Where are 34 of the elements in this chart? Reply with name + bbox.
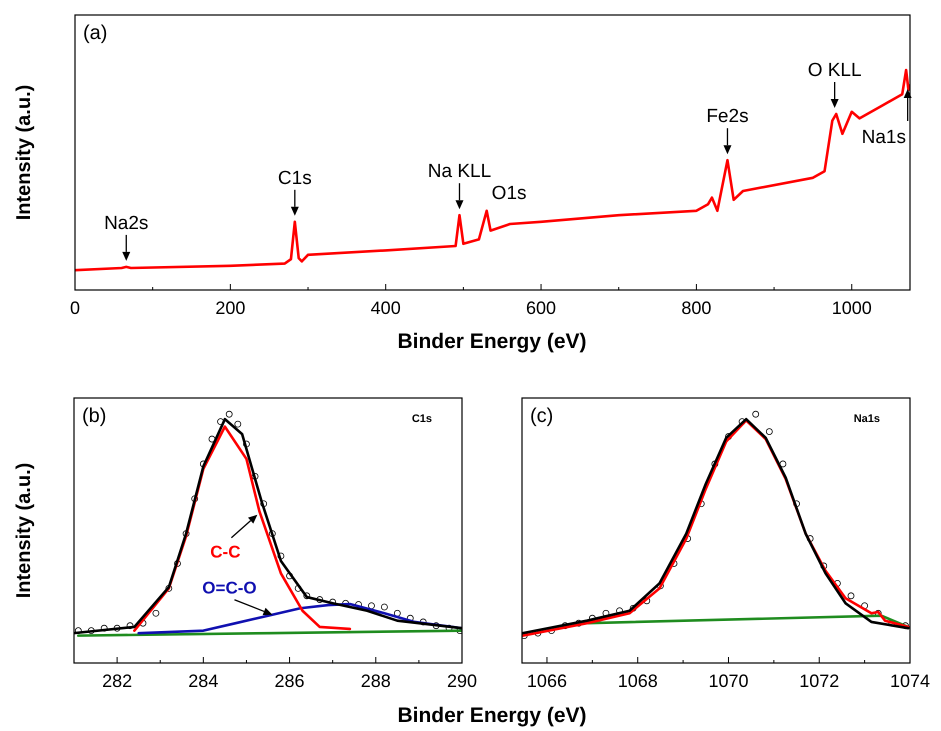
annotation: Na1s — [862, 127, 906, 148]
chart-title: (b) — [82, 405, 106, 427]
x-tick-label: 282 — [102, 671, 132, 691]
x-tick-label: 290 — [446, 671, 478, 691]
annotation: O1s — [492, 182, 527, 204]
x-axis-title: Binder Energy (eV) — [397, 704, 587, 727]
x-tick-label: 1072 — [799, 671, 840, 691]
x-tick-label: 288 — [360, 671, 391, 691]
x-tick-label: 1070 — [708, 671, 749, 691]
x-tick-label: 800 — [681, 298, 712, 318]
x-axis-title: Binder Energy (eV) — [397, 330, 587, 353]
x-tick-label: 284 — [188, 671, 218, 691]
annotation: C1s — [278, 168, 312, 189]
annotation: O KLL — [808, 60, 862, 81]
x-tick-label: 1068 — [618, 671, 658, 691]
x-tick-label: 200 — [215, 298, 246, 318]
y-axis-title: Intensity (a.u.) — [13, 84, 35, 220]
annotation: O=C-O — [202, 578, 257, 598]
chart-subtitle: Na1s — [854, 413, 880, 425]
x-tick-label: 286 — [274, 671, 305, 691]
annotation: C-C — [210, 542, 240, 562]
x-tick-label: 400 — [370, 298, 401, 318]
annotation: Na KLL — [428, 161, 492, 182]
x-tick-label: 1000 — [832, 298, 872, 318]
x-tick-label: 1074 — [890, 671, 930, 691]
chart-title: (c) — [530, 405, 554, 427]
y-axis-title: Intensity (a.u.) — [13, 462, 35, 598]
annotation: Na2s — [104, 212, 148, 234]
chart-title: (a) — [83, 22, 108, 44]
chart-subtitle: C1s — [412, 413, 432, 425]
x-tick-label: 600 — [526, 298, 556, 318]
x-tick-label: 0 — [70, 298, 80, 318]
annotation: Fe2s — [706, 106, 749, 128]
x-tick-label: 1066 — [526, 671, 567, 691]
